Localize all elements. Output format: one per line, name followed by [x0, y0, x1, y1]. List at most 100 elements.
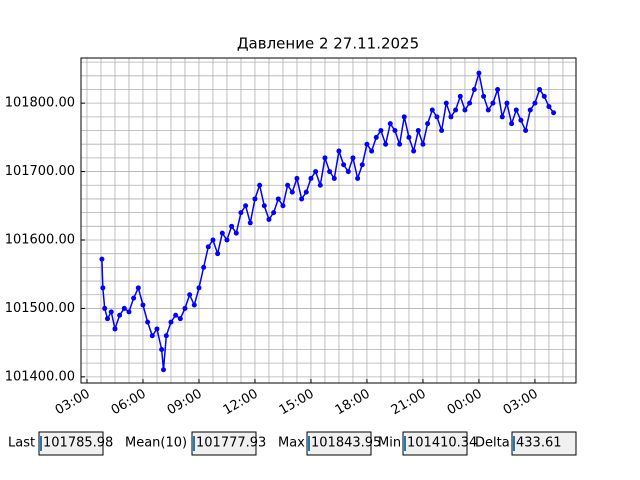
point	[518, 117, 524, 123]
point	[448, 114, 454, 120]
point	[271, 210, 277, 216]
point	[252, 196, 258, 202]
point	[462, 107, 468, 113]
point	[527, 107, 533, 113]
point	[476, 70, 482, 76]
point	[504, 100, 510, 106]
point	[121, 305, 127, 311]
point	[369, 148, 375, 154]
point	[485, 107, 491, 113]
point	[383, 141, 389, 147]
point	[145, 319, 151, 325]
stat-value: 101843.95	[311, 436, 381, 451]
point	[102, 305, 108, 311]
point	[392, 128, 398, 134]
point	[233, 230, 239, 236]
point	[135, 285, 141, 291]
point	[471, 86, 477, 92]
point	[168, 319, 174, 325]
point	[345, 169, 351, 175]
stat-value: 101410.34	[407, 436, 477, 451]
point	[285, 182, 291, 188]
point	[308, 175, 314, 181]
point	[238, 210, 244, 216]
point	[420, 141, 426, 147]
point	[289, 189, 295, 195]
point	[401, 114, 407, 120]
point	[149, 333, 155, 339]
point	[257, 182, 263, 188]
point	[266, 216, 272, 222]
point	[322, 155, 328, 161]
point	[439, 128, 445, 134]
y-tick-label: 101400.00	[5, 369, 75, 384]
point	[187, 292, 193, 298]
point	[108, 309, 114, 315]
point	[411, 148, 417, 154]
stat-box	[511, 431, 577, 456]
point	[191, 302, 197, 308]
point	[359, 162, 365, 168]
stat-box	[38, 431, 104, 456]
point	[499, 114, 505, 120]
point	[201, 264, 207, 270]
point	[551, 110, 557, 116]
point	[161, 367, 166, 373]
point	[327, 169, 333, 175]
point	[294, 175, 300, 181]
stat-label: Delta	[475, 436, 510, 451]
point	[355, 175, 361, 181]
point	[467, 100, 473, 106]
point	[100, 285, 106, 291]
y-tick-label: 101700.00	[5, 164, 75, 179]
y-tick-label: 101600.00	[5, 233, 75, 248]
point	[457, 93, 463, 99]
point	[373, 134, 379, 140]
point	[224, 237, 230, 243]
point	[443, 100, 449, 106]
point	[537, 86, 543, 92]
stat-value: 433.61	[516, 436, 562, 451]
point	[341, 162, 347, 168]
point	[415, 128, 421, 134]
point	[99, 256, 105, 262]
point	[126, 309, 132, 315]
point	[532, 100, 538, 106]
point	[513, 107, 519, 113]
stat-box	[306, 431, 372, 456]
point	[434, 114, 440, 120]
chart-title: Давление 2 27.11.2025	[237, 35, 419, 53]
point	[523, 128, 529, 134]
point	[331, 175, 337, 181]
point	[336, 148, 342, 154]
point	[546, 104, 552, 110]
point	[490, 100, 496, 106]
point	[117, 312, 123, 318]
point	[481, 93, 487, 99]
point	[154, 326, 160, 332]
point	[243, 203, 249, 209]
stat-box	[191, 431, 257, 456]
stat-label: Max	[278, 436, 305, 451]
point	[210, 237, 216, 243]
point	[159, 346, 165, 352]
point	[397, 141, 403, 147]
stat-label: Last	[8, 436, 35, 451]
point	[313, 169, 319, 175]
point	[140, 302, 146, 308]
point	[173, 312, 179, 318]
point	[205, 244, 211, 250]
stat-label: Min	[378, 436, 401, 451]
point	[112, 326, 118, 332]
point	[317, 182, 323, 188]
stat-value: 101777.93	[196, 436, 266, 451]
stat-label: Mean(10)	[125, 436, 187, 451]
y-tick-label: 101500.00	[5, 301, 75, 316]
point	[105, 316, 111, 322]
point	[541, 93, 547, 99]
point	[177, 316, 183, 322]
point	[453, 107, 459, 113]
point	[364, 141, 370, 147]
point	[261, 203, 267, 209]
